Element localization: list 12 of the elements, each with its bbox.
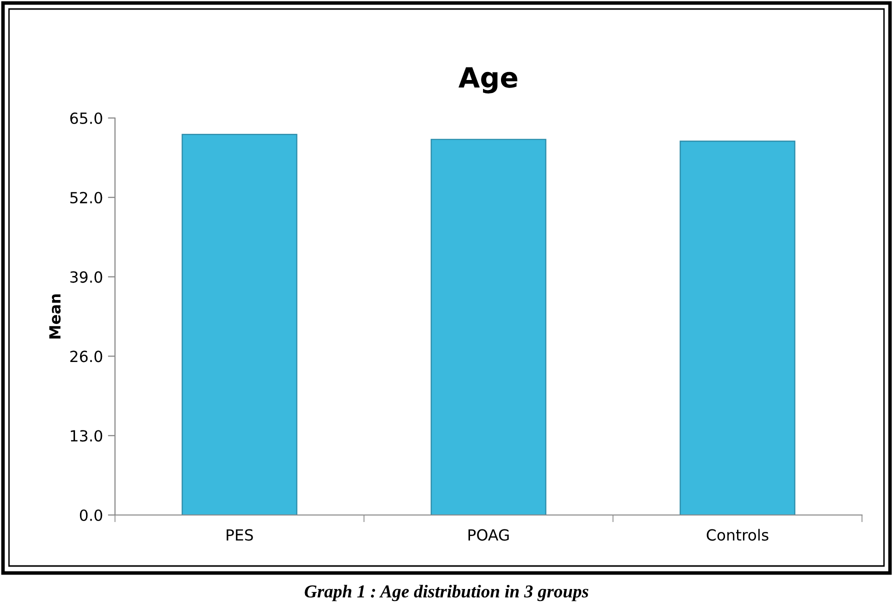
chart-title: Age [458,67,518,94]
y-tick-label: 65.0 [70,112,102,124]
y-tick-label: 39.0 [70,271,102,283]
x-tick-label: POAG [468,529,509,541]
y-axis-title: Mean [49,294,61,338]
y-tick-label: 26.0 [70,350,102,362]
x-tick-label: Controls [706,528,768,541]
caption: Graph 1 : Age distribution in 3 groups [304,584,588,602]
y-tick-label: 0.0 [80,509,102,522]
x-tick-label: PES [226,529,253,541]
y-tick-label: 52.0 [70,192,102,204]
y-tick-label: 13.0 [70,430,102,442]
